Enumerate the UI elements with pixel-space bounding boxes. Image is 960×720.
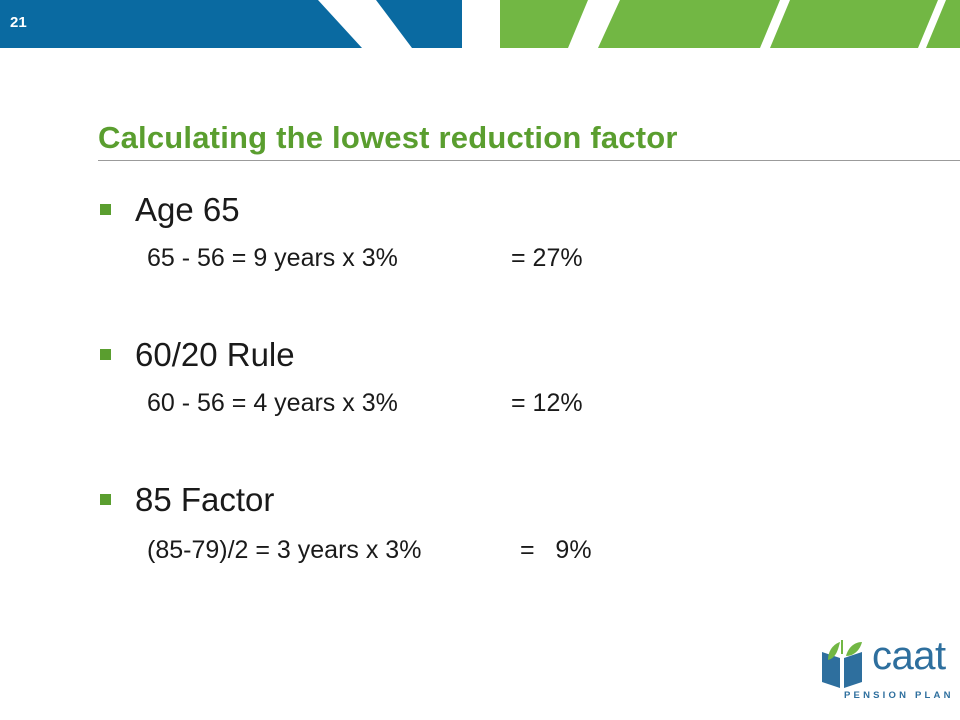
item-result-60-20-rule: = 12% (511, 389, 583, 417)
item-heading-85-factor: 85 Factor (135, 481, 275, 518)
banner-green-band-1 (500, 0, 588, 48)
logo-wordmark: caat (872, 634, 946, 678)
slide-title: Calculating the lowest reduction factor (98, 120, 678, 155)
logo-subtitle: PENSION PLAN (844, 690, 954, 701)
banner-green-band-2 (598, 0, 780, 48)
bullet-icon (100, 494, 111, 505)
caat-logo: caat PENSION PLAN (818, 634, 950, 708)
book-leaf-icon (822, 640, 862, 688)
item-result-age-65: = 27% (511, 244, 583, 272)
slide-number: 21 (10, 14, 27, 31)
item-calc-85-factor: (85-79)/2 = 3 years x 3% (147, 536, 422, 564)
item-calc-age-65: 65 - 56 = 9 years x 3% (147, 244, 398, 272)
item-calc-60-20-rule: 60 - 56 = 4 years x 3% (147, 389, 398, 417)
banner-green-band-3 (770, 0, 938, 48)
bullet-icon (100, 204, 111, 215)
banner-green-band-4 (926, 0, 960, 48)
item-heading-60-20-rule: 60/20 Rule (135, 336, 295, 373)
banner-blue-stripe (376, 0, 462, 48)
banner-blue-band (0, 0, 362, 48)
bullet-icon (100, 349, 111, 360)
item-heading-age-65: Age 65 (135, 191, 240, 228)
item-result-85-factor: = 9% (520, 536, 592, 564)
title-divider (98, 160, 960, 161)
header-banner (0, 0, 960, 48)
